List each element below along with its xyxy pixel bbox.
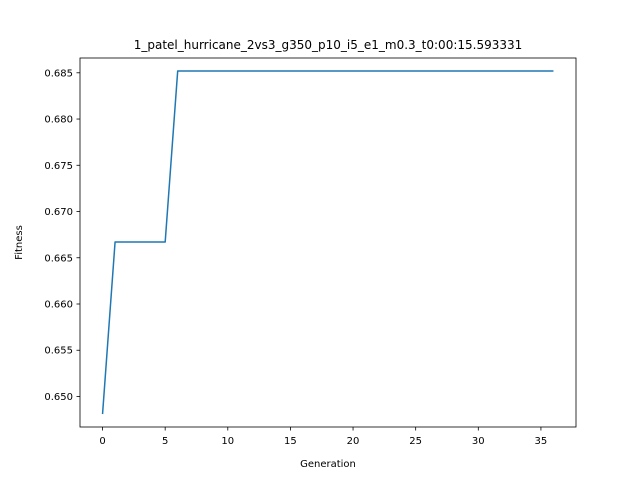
x-tick-label: 35 <box>535 436 548 447</box>
axes-frame <box>79 57 577 428</box>
y-tick-label: 0.675 <box>44 161 73 172</box>
y-axis-ticks: 0.650 0.655 0.660 0.665 0.670 0.675 0.680 0.685 <box>44 68 80 403</box>
y-tick-label: 0.680 <box>44 115 73 126</box>
x-tick-label: 5 <box>162 436 168 447</box>
y-tick-label: 0.685 <box>44 68 73 79</box>
x-tick-label: 25 <box>409 436 422 447</box>
chart-title: 1_patel_hurricane_2vs3_g350_p10_i5_e1_m0… <box>134 38 523 52</box>
y-tick-label: 0.660 <box>44 300 73 311</box>
y-tick-label: 0.650 <box>44 392 73 403</box>
y-tick-label: 0.655 <box>44 346 73 357</box>
x-axis-label: Generation <box>300 459 356 470</box>
x-axis-ticks: 0 5 10 15 20 25 30 35 <box>99 427 547 447</box>
fitness-series-line <box>101 70 554 415</box>
x-tick-label: 20 <box>347 436 360 447</box>
x-tick-label: 10 <box>221 436 234 447</box>
y-axis-label: Fitness <box>14 225 25 260</box>
y-tick-label: 0.670 <box>44 207 73 218</box>
plot-area <box>101 70 554 415</box>
x-tick-label: 15 <box>284 436 297 447</box>
x-tick-label: 0 <box>99 436 105 447</box>
y-tick-label: 0.665 <box>44 253 73 264</box>
x-tick-label: 30 <box>472 436 485 447</box>
